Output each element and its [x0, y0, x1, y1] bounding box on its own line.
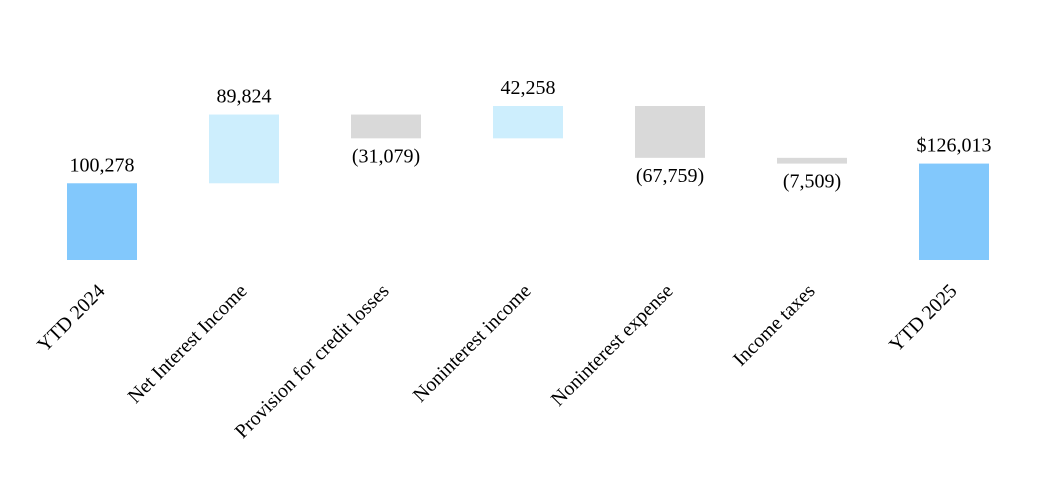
value-label: $126,013 — [917, 135, 992, 157]
bar — [635, 106, 705, 158]
value-label: (67,759) — [636, 165, 704, 187]
bar — [777, 157, 847, 164]
value-label: (31,079) — [352, 145, 420, 167]
x-tick-label: Provision for credit losses — [231, 280, 394, 443]
bar — [351, 114, 421, 139]
bar — [67, 183, 137, 260]
x-tick-label: YTD 2025 — [885, 280, 961, 356]
x-tick-label: Income taxes — [729, 280, 820, 371]
bar — [209, 114, 279, 184]
x-tick-label: Noninterest expense — [547, 280, 678, 411]
value-label: 42,258 — [501, 77, 556, 99]
value-label: 89,824 — [217, 86, 272, 108]
value-label: (7,509) — [783, 171, 841, 193]
bar — [919, 163, 989, 260]
x-tick-label: YTD 2024 — [33, 280, 109, 356]
x-tick-label: Net Interest Income — [124, 280, 252, 408]
bar — [493, 106, 563, 139]
value-label: 100,278 — [70, 154, 135, 176]
x-tick-label: Noninterest income — [409, 280, 536, 407]
